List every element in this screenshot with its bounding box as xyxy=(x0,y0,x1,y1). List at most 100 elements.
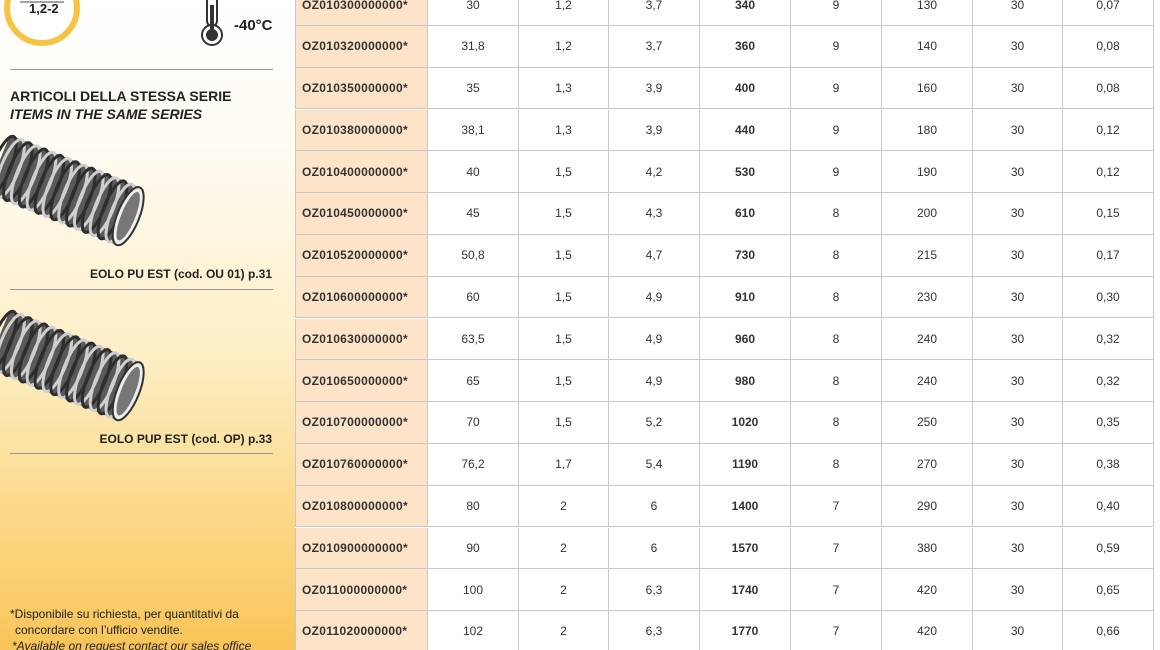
table-cell: 180 xyxy=(882,109,973,152)
table-cell: 240 xyxy=(882,318,973,361)
table-cell: 6 xyxy=(609,527,700,570)
product-code: OZ010350000000* xyxy=(295,67,428,110)
table-cell: 6,3 xyxy=(609,611,700,650)
table-cell: 1,5 xyxy=(519,193,609,235)
divider xyxy=(10,69,273,70)
table-cell: 9 xyxy=(791,67,882,110)
item-caption: EOLO PU EST (cod. OU 01) p.31 xyxy=(89,267,272,281)
table-cell: 7 xyxy=(791,569,882,612)
table-cell: 3,7 xyxy=(609,25,700,68)
table-cell: 31,8 xyxy=(428,25,519,68)
table-cell: 1020 xyxy=(700,402,791,444)
table-cell: 1,2 xyxy=(519,0,609,26)
table-cell: 63,5 xyxy=(428,318,519,361)
product-code: OZ011000000000* xyxy=(295,569,428,612)
table-cell: 6,3 xyxy=(609,569,700,612)
table-cell: 0,35 xyxy=(1063,402,1154,444)
product-code: OZ010700000000* xyxy=(295,402,428,444)
product-code: OZ010380000000* xyxy=(295,109,428,152)
table-cell: 8 xyxy=(791,443,882,486)
table-cell: 190 xyxy=(882,151,973,194)
table-cell: 9 xyxy=(791,25,882,68)
table-cell: 1,3 xyxy=(519,67,609,110)
table-cell: 9 xyxy=(791,0,882,26)
table-cell: 1400 xyxy=(700,485,791,528)
table-cell: 1,5 xyxy=(519,234,609,277)
table-cell: 4,7 xyxy=(609,234,700,277)
table-cell: 30 xyxy=(428,0,519,26)
table-cell: 9 xyxy=(791,109,882,152)
product-code: OZ010650000000* xyxy=(295,360,428,403)
footnote-line: *Available on request contact our sales … xyxy=(12,639,252,650)
sidebar: 1,2-2 -40°C ARTICOLI DELLA STESSA SERIE … xyxy=(0,0,295,650)
divider xyxy=(10,453,273,454)
table-cell: 38,1 xyxy=(428,109,519,152)
table-cell: 960 xyxy=(700,318,791,361)
table-cell: 30 xyxy=(973,276,1063,319)
table-cell: 0,08 xyxy=(1063,25,1154,68)
hose-image-2 xyxy=(0,309,145,422)
table-cell: 1,5 xyxy=(519,276,609,319)
table-cell: 8 xyxy=(791,318,882,361)
product-code: OZ010450000000* xyxy=(295,193,428,235)
table-cell: 30 xyxy=(973,193,1063,235)
hose-image-1 xyxy=(0,134,145,247)
table-cell: 35 xyxy=(428,67,519,110)
table-cell: 0,17 xyxy=(1063,234,1154,277)
table-cell: 30 xyxy=(973,234,1063,277)
table-cell: 40 xyxy=(428,151,519,194)
table-cell: 0,12 xyxy=(1063,109,1154,152)
table-cell: 160 xyxy=(882,67,973,110)
table-cell: 240 xyxy=(882,360,973,403)
table-cell: 60 xyxy=(428,276,519,319)
table-cell: 30 xyxy=(973,527,1063,570)
table-cell: 200 xyxy=(882,193,973,235)
table-cell: 4,9 xyxy=(609,318,700,361)
table-cell: 0,12 xyxy=(1063,151,1154,194)
table-cell: 420 xyxy=(882,611,973,650)
table-cell: 0,59 xyxy=(1063,527,1154,570)
table-cell: 8 xyxy=(791,402,882,444)
table-cell: 3,7 xyxy=(609,0,700,26)
table-cell: 140 xyxy=(882,25,973,68)
product-code: OZ010300000000* xyxy=(295,0,428,26)
table-cell: 30 xyxy=(973,0,1063,26)
sidebar-graphics xyxy=(0,0,223,422)
table-cell: 3,9 xyxy=(609,67,700,110)
table-cell: 70 xyxy=(428,402,519,444)
table-cell: 2 xyxy=(519,527,609,570)
table-cell: 230 xyxy=(882,276,973,319)
table-cell: 1740 xyxy=(700,569,791,612)
table-cell: 7 xyxy=(791,527,882,570)
product-code: OZ010400000000* xyxy=(295,151,428,194)
table-cell: 1,3 xyxy=(519,109,609,152)
table-cell: 1770 xyxy=(700,611,791,650)
table-cell: 3,9 xyxy=(609,109,700,152)
table-cell: 8 xyxy=(791,276,882,319)
table-cell: 30 xyxy=(973,25,1063,68)
table-cell: 380 xyxy=(882,527,973,570)
table-cell: 0,30 xyxy=(1063,276,1154,319)
table-cell: 2 xyxy=(519,611,609,650)
table-cell: 30 xyxy=(973,485,1063,528)
table-cell: 90 xyxy=(428,527,519,570)
table-cell: 340 xyxy=(700,0,791,26)
table-cell: 0,07 xyxy=(1063,0,1154,26)
table-cell: 45 xyxy=(428,193,519,235)
table-cell: 0,08 xyxy=(1063,67,1154,110)
table-cell: 65 xyxy=(428,360,519,403)
badge-label: 1,2-2 xyxy=(29,1,59,16)
product-code: OZ011020000000* xyxy=(295,611,428,650)
table-cell: 0,32 xyxy=(1063,360,1154,403)
table-cell: 0,40 xyxy=(1063,485,1154,528)
thermometer-icon xyxy=(201,0,223,46)
table-cell: 0,38 xyxy=(1063,443,1154,486)
table-cell: 1,2 xyxy=(519,25,609,68)
table-cell: 130 xyxy=(882,0,973,26)
product-code: OZ010900000000* xyxy=(295,527,428,570)
table-cell: 1190 xyxy=(700,443,791,486)
table-cell: 30 xyxy=(973,151,1063,194)
table-cell: 30 xyxy=(973,611,1063,650)
table-cell: 30 xyxy=(973,569,1063,612)
table-cell: 76,2 xyxy=(428,443,519,486)
